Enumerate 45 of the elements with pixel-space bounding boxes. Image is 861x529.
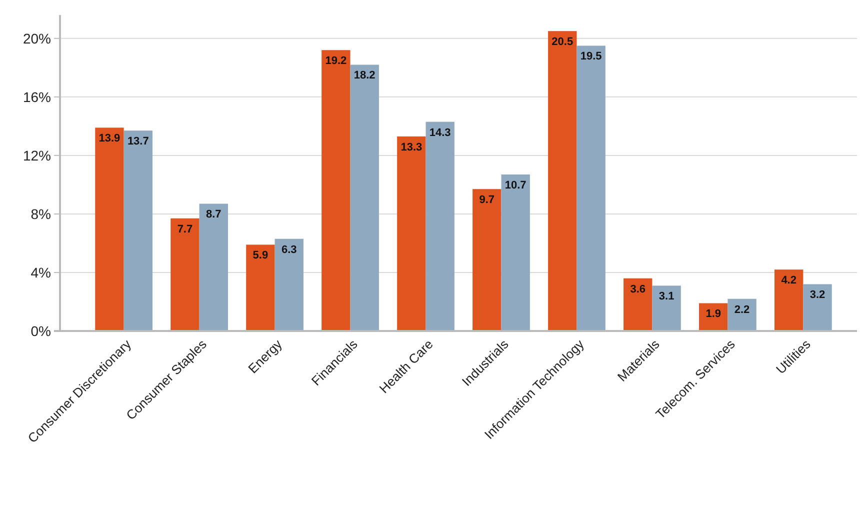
data-label: 19.2 bbox=[325, 55, 347, 68]
bar bbox=[501, 174, 530, 331]
data-label: 5.9 bbox=[252, 250, 268, 262]
bar bbox=[426, 122, 454, 331]
bar bbox=[199, 204, 228, 331]
data-label: 13.9 bbox=[98, 132, 120, 145]
bar bbox=[274, 238, 304, 331]
data-label: 13.7 bbox=[127, 136, 149, 148]
bar bbox=[397, 136, 426, 331]
data-label: 6.3 bbox=[281, 244, 297, 256]
bar bbox=[170, 218, 200, 331]
y-tick-label: 12% bbox=[22, 147, 51, 164]
data-label: 8.7 bbox=[206, 208, 222, 221]
bar bbox=[728, 298, 756, 331]
bar bbox=[322, 50, 350, 331]
data-label: 3.2 bbox=[810, 289, 826, 302]
bar bbox=[246, 244, 275, 331]
data-label: 14.3 bbox=[429, 126, 451, 139]
y-tick-label: 4% bbox=[30, 264, 51, 280]
bar bbox=[124, 130, 153, 331]
data-label: 20.5 bbox=[552, 36, 574, 48]
bar bbox=[624, 278, 652, 331]
data-label: 2.2 bbox=[734, 304, 750, 316]
y-tick-label: 8% bbox=[30, 206, 51, 222]
bar bbox=[472, 189, 502, 331]
data-label: 9.7 bbox=[479, 194, 495, 206]
data-label: 18.2 bbox=[354, 70, 376, 82]
bar bbox=[774, 270, 804, 331]
data-label: 10.7 bbox=[504, 179, 526, 192]
bar bbox=[803, 284, 832, 331]
bar bbox=[548, 31, 577, 331]
bar bbox=[350, 64, 379, 331]
data-label: 3.6 bbox=[630, 283, 646, 296]
y-tick-label: 0% bbox=[30, 322, 51, 339]
data-label: 19.5 bbox=[580, 50, 602, 63]
bar bbox=[95, 128, 124, 331]
data-label: 13.3 bbox=[400, 141, 422, 154]
data-label: 1.9 bbox=[706, 308, 721, 320]
y-tick-label: 16% bbox=[22, 88, 51, 105]
data-label: 3.1 bbox=[658, 290, 674, 303]
y-tick-label: 20% bbox=[22, 30, 51, 46]
data-label: 4.2 bbox=[781, 274, 796, 287]
bar bbox=[576, 46, 606, 331]
bar bbox=[652, 286, 681, 331]
data-label: 7.7 bbox=[177, 223, 193, 236]
